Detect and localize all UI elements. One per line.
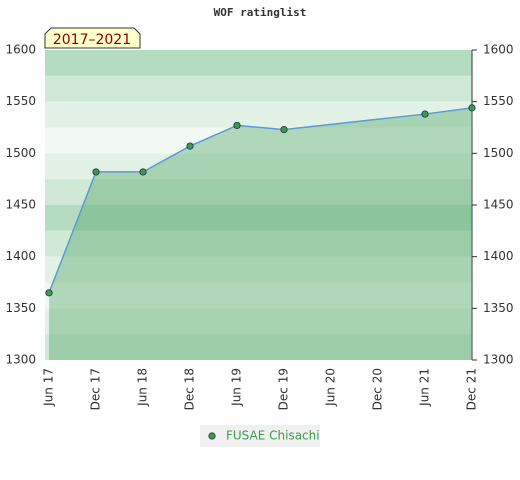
x-tick-label: Dec 21 [465, 368, 479, 410]
band [45, 230, 472, 257]
area [49, 107, 472, 360]
x-tick-label: Jun 17 [42, 368, 56, 407]
y2-tick-label: 1450 [483, 198, 514, 212]
marker [139, 168, 147, 176]
y-tick-label: 1350 [5, 301, 36, 315]
band [45, 179, 472, 205]
marker [233, 121, 241, 130]
y-tick-label: 1400 [5, 249, 36, 263]
marker [186, 142, 194, 150]
annotation: 2017–2021 [53, 32, 131, 48]
band [45, 101, 472, 128]
x-tick-label: Dec 20 [371, 368, 385, 410]
legend-marker [208, 432, 216, 440]
marker [421, 110, 429, 118]
y2-tick-label: 1600 [483, 43, 514, 57]
band [45, 256, 472, 283]
y-tick-label: 1600 [5, 43, 36, 57]
y2-tick-label: 1400 [483, 249, 514, 263]
band [45, 334, 472, 360]
y-tick-label: 1500 [5, 146, 36, 160]
y-tick-label: 1450 [5, 198, 36, 212]
x-tick-label: Dec 17 [89, 368, 103, 410]
y2-tick-label: 1300 [483, 353, 514, 367]
x-tick-label: Jun 21 [418, 368, 432, 407]
band [45, 153, 472, 180]
chart-title: WOF ratinglist [214, 6, 307, 19]
legend-box [200, 425, 320, 447]
x-tick-label: Jun 18 [136, 368, 150, 407]
band [45, 50, 472, 76]
line [48, 107, 473, 294]
y-tick-label: 1550 [5, 94, 36, 108]
band [45, 205, 472, 231]
marker [280, 125, 288, 134]
x-tick-label: Jun 19 [230, 368, 244, 407]
band [45, 308, 472, 335]
y2-tick-label: 1550 [483, 94, 514, 108]
x-tick-label: Jun 20 [324, 368, 338, 407]
band [45, 282, 472, 309]
band [45, 127, 472, 154]
y2-tick-label: 1350 [483, 301, 514, 315]
y-tick-label: 1300 [5, 353, 36, 367]
marker [92, 168, 100, 176]
legend-label: FUSAE Chisachi [226, 429, 320, 443]
annotation-box [44, 27, 141, 49]
x-tick-label: Dec 18 [183, 368, 197, 410]
marker [468, 104, 476, 112]
band [45, 75, 472, 102]
y2-tick-label: 1500 [483, 146, 514, 160]
marker [45, 289, 53, 297]
x-tick-label: Dec 19 [277, 368, 291, 410]
